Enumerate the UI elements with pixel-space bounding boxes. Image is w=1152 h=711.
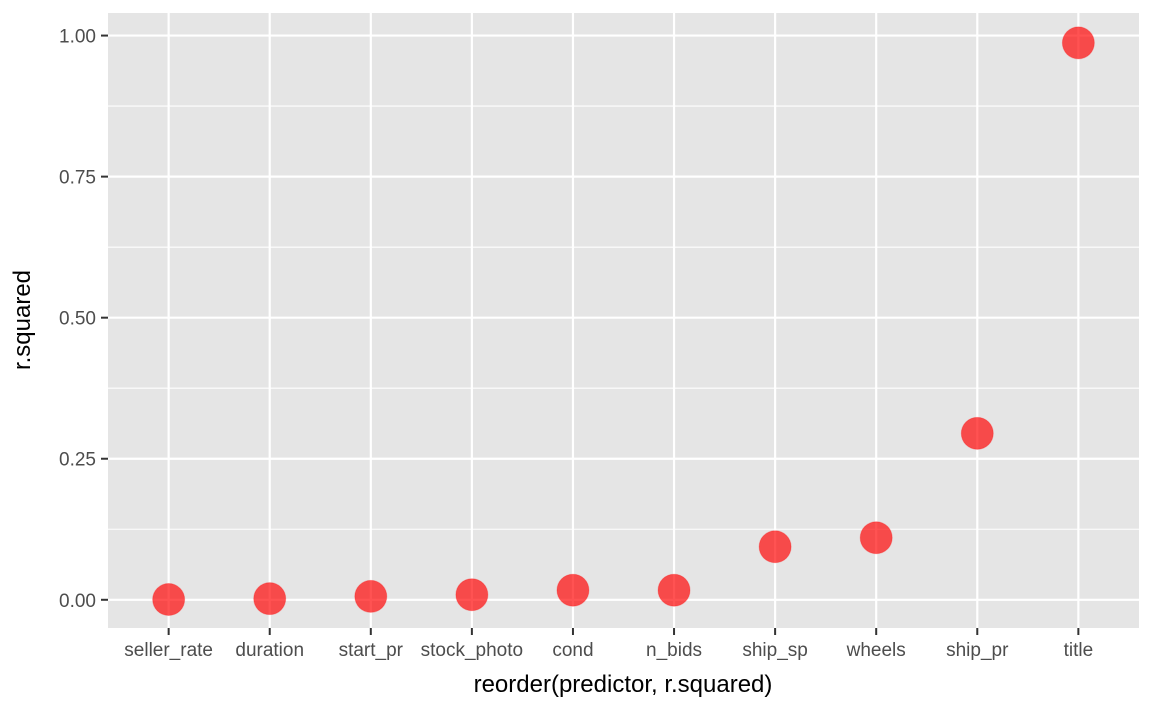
grid-lines xyxy=(108,13,1139,628)
axis-ticks xyxy=(101,34,1080,635)
x-tick-label: wheels xyxy=(846,640,906,661)
x-tick-label: ship_pr xyxy=(946,640,1009,661)
y-tick-label: 0.00 xyxy=(59,591,96,612)
x-tick-labels: seller_rate duration start_pr stock_photo co… xyxy=(124,640,1093,661)
data-point-seller_rate xyxy=(152,583,186,617)
y-tick-label: 0.25 xyxy=(59,450,96,471)
x-tick-label: ship_sp xyxy=(742,640,808,661)
y-tick-labels: 0.00 0.25 0.50 0.75 1.00 xyxy=(59,27,96,612)
data-point-cond xyxy=(556,573,590,607)
x-tick-label: title xyxy=(1064,640,1094,661)
x-tick-label: n_bids xyxy=(646,640,702,661)
x-tick-label: seller_rate xyxy=(124,640,213,661)
data-point-n_bids xyxy=(657,573,691,607)
y-tick-label: 1.00 xyxy=(59,27,96,48)
y-tick-label: 0.50 xyxy=(59,309,96,330)
data-point-ship_sp xyxy=(758,530,792,564)
data-point-start_pr xyxy=(354,579,388,613)
y-axis-title: r.squared xyxy=(9,270,36,370)
data-points xyxy=(152,26,1095,617)
data-point-duration xyxy=(253,582,287,616)
plot-panel xyxy=(108,13,1139,628)
x-tick-label: stock_photo xyxy=(421,640,523,661)
y-tick-label: 0.75 xyxy=(59,168,96,189)
data-point-wheels xyxy=(859,521,893,555)
x-axis-title: reorder(predictor, r.squared) xyxy=(474,671,773,698)
x-tick-label: duration xyxy=(235,640,304,661)
data-point-stock_photo xyxy=(455,578,489,612)
x-tick-label: start_pr xyxy=(339,640,404,661)
x-tick-label: cond xyxy=(552,640,593,661)
data-point-ship_pr xyxy=(960,416,994,450)
data-point-title xyxy=(1061,26,1095,60)
